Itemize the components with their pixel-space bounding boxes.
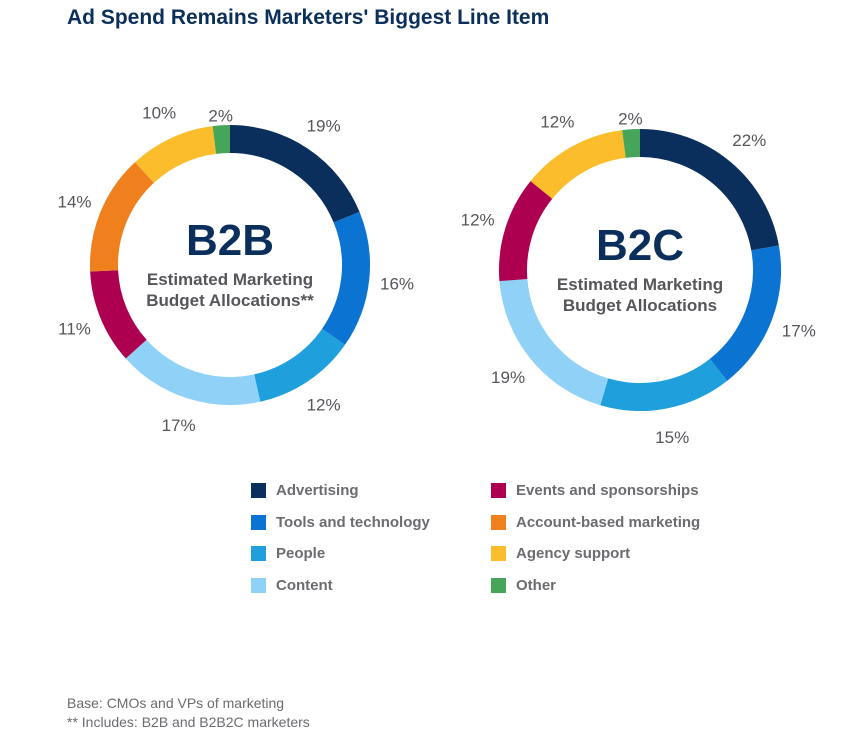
donut-segment-1-3 (499, 278, 609, 406)
center-subtitle: Estimated Marketing (557, 275, 723, 294)
donut-segment-0-0 (229, 125, 360, 223)
legend-swatch (251, 578, 266, 593)
data-label: 12% (540, 112, 574, 131)
data-label: 15% (655, 428, 689, 447)
data-label: 10% (142, 104, 176, 123)
footnote-base: Base: CMOs and VPs of marketing (67, 695, 285, 711)
legend-item-tools: Tools and technology (251, 514, 430, 531)
donut-segment-0-3 (125, 339, 261, 405)
center-subtitle: Budget Allocations** (146, 291, 314, 310)
legend-item-agency: Agency support (491, 545, 630, 562)
data-label: 11% (58, 320, 91, 339)
center-subtitle: Budget Allocations (563, 296, 717, 315)
legend-label: Agency support (516, 545, 631, 562)
data-label: 14% (58, 192, 92, 211)
legend-label: Events and sponsorships (516, 482, 699, 499)
donut-segment-1-7 (622, 129, 641, 158)
donut-segment-0-4 (90, 269, 147, 359)
legend-item-other: Other (491, 577, 556, 594)
donut-segment-0-7 (212, 125, 231, 154)
chart-title: Ad Spend Remains Marketers' Biggest Line… (67, 6, 550, 29)
legend-swatch (491, 515, 506, 530)
data-label: 16% (380, 274, 414, 293)
donut-segment-0-6 (134, 126, 217, 184)
legend-swatch (251, 515, 266, 530)
donut-segment-1-2 (600, 358, 728, 411)
legend-item-content: Content (251, 577, 333, 594)
donut-segment-0-1 (321, 211, 370, 345)
legend-label: Account-based marketing (516, 514, 701, 531)
legend-swatch (251, 483, 266, 498)
legend-item-events: Events and sponsorships (491, 482, 699, 499)
legend-item-advertising: Advertising (251, 482, 359, 499)
donut-segment-1-0 (639, 129, 779, 251)
data-label: 12% (461, 211, 495, 230)
legend-label: People (276, 545, 326, 562)
legend-label: Content (276, 577, 333, 594)
legend-label: Tools and technology (276, 514, 430, 531)
legend-label: Advertising (276, 482, 359, 499)
data-label: 17% (782, 322, 816, 341)
center-subtitle: Estimated Marketing (147, 270, 313, 289)
data-label: 19% (491, 368, 525, 387)
center-title: B2B (186, 216, 274, 265)
legend-label: Other (516, 577, 557, 594)
legend-item-abm: Account-based marketing (491, 514, 700, 531)
donut-segment-0-2 (253, 328, 346, 402)
data-label: 2% (208, 106, 233, 125)
donut-segment-1-6 (530, 130, 627, 200)
footnote-includes: ** Includes: B2B and B2B2C marketers (67, 714, 310, 730)
data-label: 19% (307, 116, 341, 135)
legend-swatch (251, 546, 266, 561)
legend-swatch (491, 546, 506, 561)
data-label: 22% (732, 131, 766, 150)
donut-segment-1-4 (499, 181, 553, 282)
legend-swatch (491, 578, 506, 593)
legend-swatch (491, 483, 506, 498)
donut-segment-0-5 (90, 162, 155, 272)
center-title: B2C (596, 221, 684, 270)
legend-item-people: People (251, 545, 325, 562)
data-label: 12% (307, 396, 341, 415)
data-label: 17% (162, 416, 196, 435)
data-label: 2% (618, 109, 643, 128)
donut-segment-1-1 (709, 245, 781, 381)
